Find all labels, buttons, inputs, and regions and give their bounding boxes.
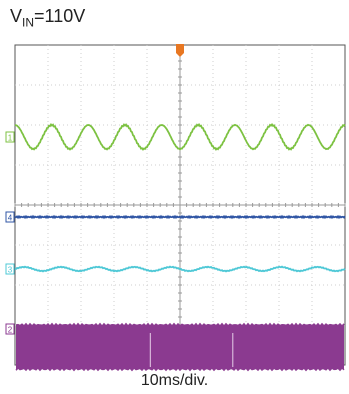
channel-marker-box (5, 131, 15, 143)
channel-marker-box (5, 263, 15, 275)
trigger-marker (176, 44, 184, 57)
trace-ch2-edge (15, 322, 345, 328)
channel-marker-label: 4 (8, 214, 13, 223)
time-per-division-label: 10ms/div. (140, 372, 209, 389)
channel-marker-2: 2 (5, 323, 15, 335)
trigger-marker-box (176, 44, 184, 53)
trace-ch2-edge (15, 366, 345, 372)
vin-value: =110V (34, 6, 86, 26)
traces (14, 122, 346, 372)
trigger-marker-arrow (176, 53, 184, 57)
channel-marker-box (5, 323, 15, 335)
channel-markers: 1 4 3 2 (5, 44, 184, 335)
vin-symbol: V (10, 6, 23, 26)
channel-marker-4: 4 (5, 211, 15, 223)
trace-ch3 (14, 265, 346, 273)
grid (14, 44, 346, 366)
input-voltage-label: VIN=110V (10, 6, 85, 30)
trace-ch2 (16, 325, 344, 369)
channel-marker-box (5, 211, 15, 223)
channel-marker-1: 1 (5, 131, 15, 143)
trace-ch4 (14, 214, 346, 220)
trace-ch1 (14, 122, 346, 151)
channel-marker-label: 1 (8, 134, 13, 143)
channel-marker-label: 3 (8, 266, 13, 275)
vin-subscript: IN (22, 15, 35, 30)
channel-marker-label: 2 (8, 326, 13, 335)
channel-marker-3: 3 (5, 263, 15, 275)
